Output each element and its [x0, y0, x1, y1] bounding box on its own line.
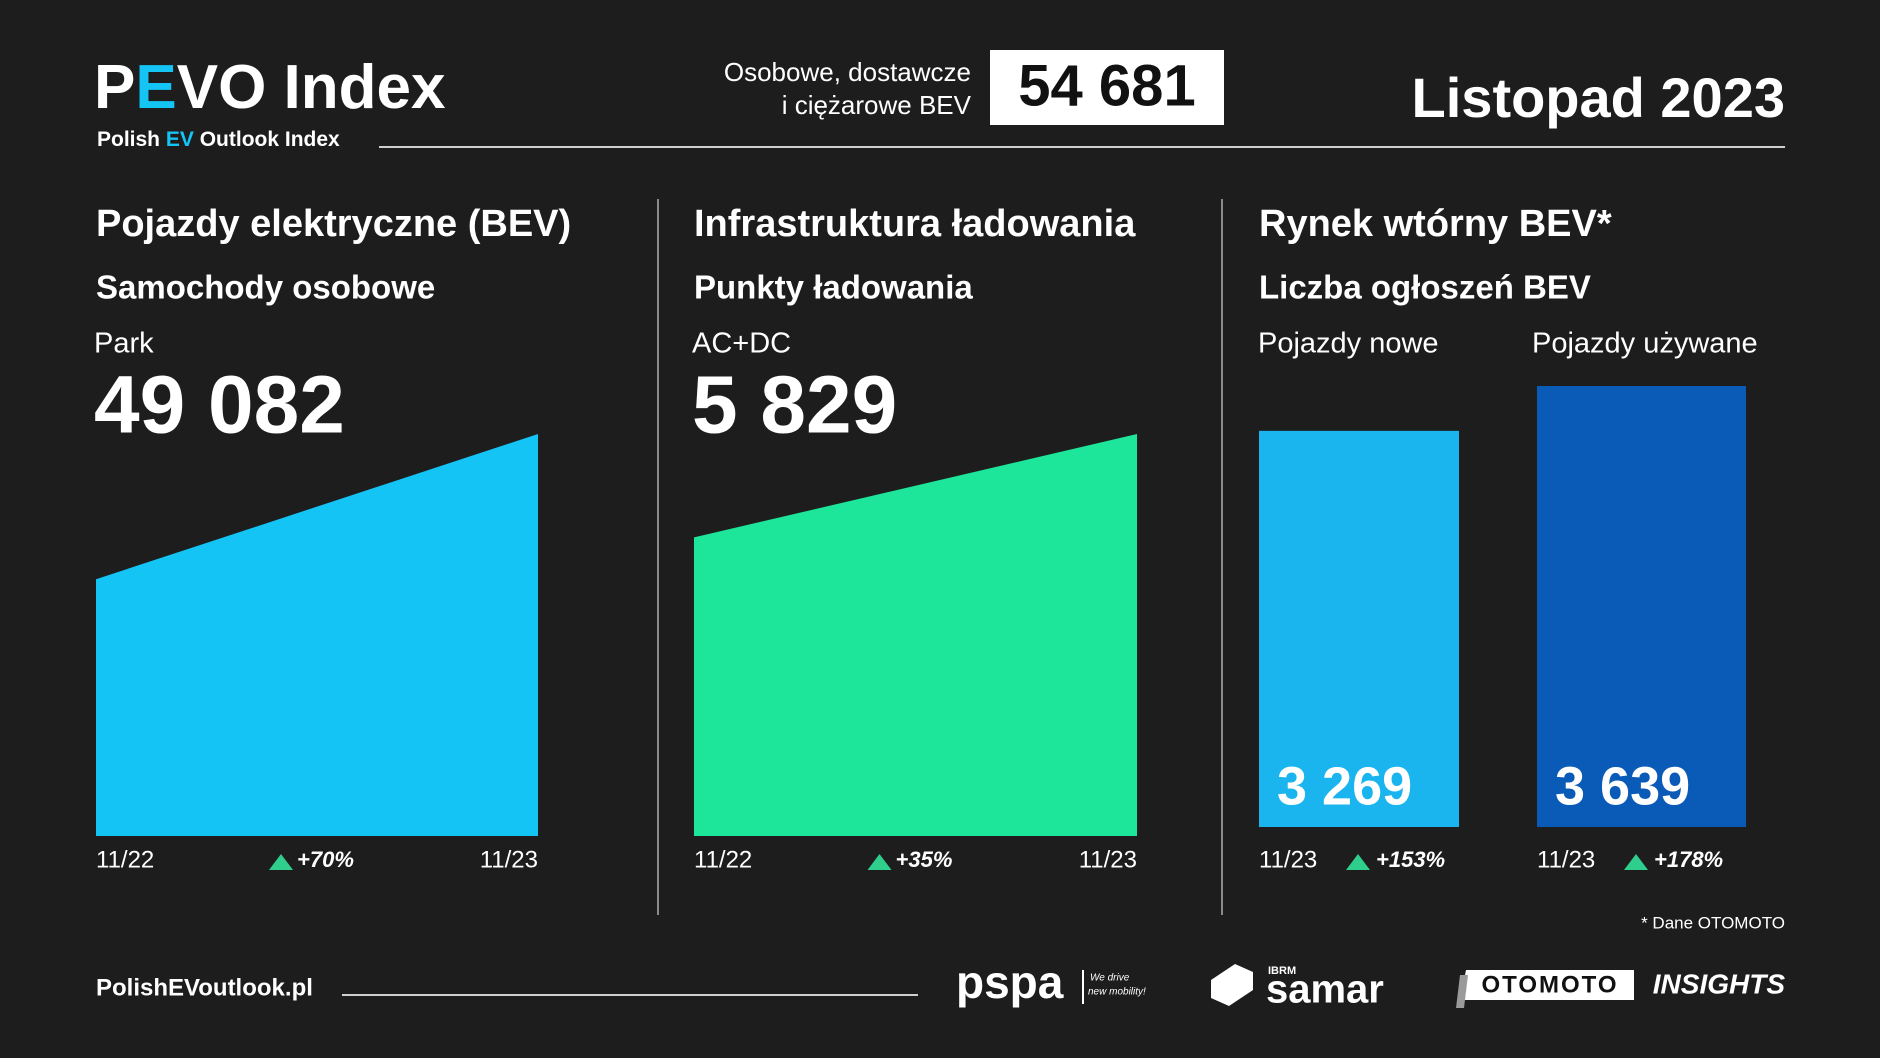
otomoto-logo: OTOMOTO — [1481, 971, 1618, 998]
change-arrow — [1624, 854, 1648, 870]
change-label: +153% — [1376, 847, 1445, 872]
samar-icon — [1211, 964, 1253, 1006]
panel-title: Pojazdy elektryczne (BEV) — [96, 203, 571, 245]
change-label: +70% — [297, 847, 354, 872]
panel-title: Rynek wtórny BEV* — [1259, 203, 1612, 245]
logo-part: E — [135, 53, 176, 122]
change-arrow — [269, 854, 293, 870]
tagline-part: EV — [166, 128, 194, 151]
bar — [1259, 430, 1459, 827]
area — [694, 434, 1137, 836]
change-arrow — [867, 854, 892, 870]
pspa-tagline: new mobility! — [1088, 987, 1146, 998]
category-label: Pojazdy używane — [1532, 328, 1758, 360]
panel-subtitle: Liczba ogłoszeń BEV — [1259, 269, 1591, 306]
big-value: 5 829 — [692, 360, 897, 451]
x-tick-label: 11/23 — [1079, 846, 1137, 873]
period-label: 11/23 — [1537, 846, 1595, 873]
total-value: 54 681 — [1018, 53, 1195, 118]
area — [96, 434, 538, 836]
samar-logo: samar — [1266, 968, 1384, 1012]
logo: PEVO Index — [94, 53, 446, 122]
footer-url: PolishEVoutlook.pl — [96, 974, 313, 1001]
panel-title: Infrastruktura ładowania — [694, 203, 1136, 245]
note: * Dane OTOMOTO — [1641, 913, 1785, 932]
tagline-part: Polish — [97, 128, 166, 151]
panel-label: AC+DC — [692, 328, 791, 360]
period: Listopad 2023 — [1412, 66, 1785, 129]
otomoto-shadow — [1456, 975, 1468, 1008]
otomoto-box — [1460, 970, 1634, 1000]
total-box — [990, 50, 1224, 125]
total-label: i ciężarowe BEV — [782, 90, 972, 120]
total-label: Osobowe, dostawcze — [724, 57, 971, 87]
panel-subtitle: Samochody osobowe — [96, 269, 435, 306]
x-tick-label: 11/23 — [480, 846, 538, 873]
bar-value: 3 269 — [1277, 756, 1412, 816]
x-tick-label: 11/22 — [694, 846, 752, 873]
bar — [1537, 386, 1746, 827]
tagline-part: Outlook Index — [194, 128, 340, 151]
change-label: +35% — [896, 847, 953, 872]
panel-label: Park — [94, 328, 154, 360]
x-tick-label: 11/22 — [96, 846, 154, 873]
bar-value: 3 639 — [1555, 756, 1690, 816]
pspa-logo: pspa — [956, 956, 1064, 1008]
big-value: 49 082 — [94, 360, 345, 451]
tagline: Polish EV Outlook Index — [97, 128, 340, 151]
samar-tag: IBRM — [1268, 965, 1296, 977]
change-arrow — [1346, 854, 1370, 870]
change-label: +178% — [1654, 847, 1723, 872]
panel-subtitle: Punkty ładowania — [694, 269, 973, 306]
pspa-tagline: We drive — [1090, 973, 1130, 984]
insights-logo: INSIGHTS — [1653, 968, 1786, 999]
category-label: Pojazdy nowe — [1258, 328, 1439, 360]
period-label: 11/23 — [1259, 846, 1317, 873]
logo-part: VO Index — [177, 53, 446, 122]
logo-part: P — [94, 53, 135, 122]
